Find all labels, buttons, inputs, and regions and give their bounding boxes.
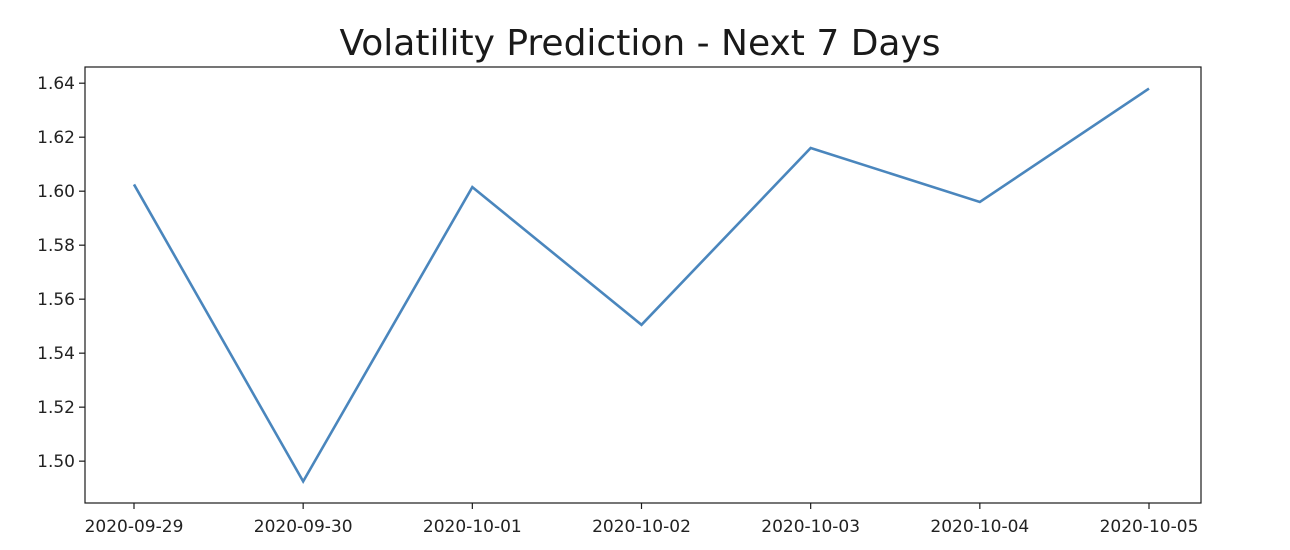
x-tick-label: 2020-10-02 bbox=[592, 517, 691, 537]
y-tick-label: 1.64 bbox=[37, 74, 75, 94]
y-tick-label: 1.58 bbox=[37, 236, 75, 256]
x-tick-label: 2020-10-04 bbox=[930, 517, 1029, 537]
series-line-0 bbox=[132, 87, 1150, 485]
series-layer bbox=[132, 87, 1150, 485]
x-axis: 2020-09-29 2020-09-30 2020-10-01 2020-10-02… bbox=[85, 503, 1199, 537]
x-tick-label: 2020-09-30 bbox=[254, 517, 353, 537]
y-tick-label: 1.50 bbox=[37, 452, 75, 472]
chart-title: Volatility Prediction - Next 7 Days bbox=[339, 23, 940, 64]
x-tick-label: 2020-10-05 bbox=[1100, 517, 1199, 537]
y-tick-label: 1.52 bbox=[37, 398, 75, 418]
x-tick-label: 2020-10-01 bbox=[423, 517, 522, 537]
plot-area-frame bbox=[84, 66, 1202, 504]
x-tick-label: 2020-09-29 bbox=[85, 517, 184, 537]
y-axis: 1.50 1.52 1.54 1.56 1.58 1.60 1.62 1.64 bbox=[37, 74, 85, 472]
y-tick-label: 1.54 bbox=[37, 344, 75, 364]
y-tick-label: 1.62 bbox=[37, 128, 75, 148]
y-tick-label: 1.56 bbox=[37, 290, 75, 310]
y-tick-label: 1.60 bbox=[37, 182, 75, 202]
x-tick-label: 2020-10-03 bbox=[761, 517, 860, 537]
